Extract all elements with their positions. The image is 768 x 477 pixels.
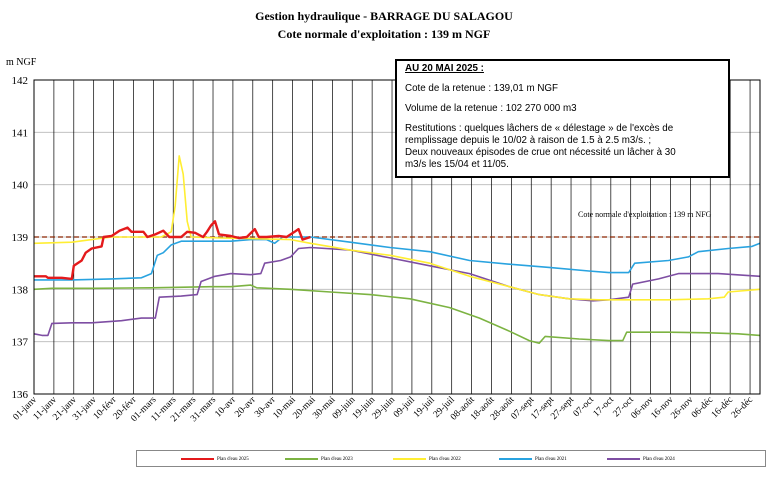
legend-swatch-2024 xyxy=(607,458,640,460)
legend-swatch-2022 xyxy=(393,458,426,460)
chart-subtitle: Cote normale d'exploitation : 139 m NGF xyxy=(277,27,491,41)
info-restitutions-4: m3/s les 15/04 et 11/05. xyxy=(405,159,509,170)
y-tick-label: 140 xyxy=(12,180,29,192)
x-tick-label: 06-déc xyxy=(690,395,715,420)
info-box: AU 20 MAI 2025 : Cote de la retenue : 13… xyxy=(395,59,730,178)
series-line-2022 xyxy=(33,155,761,301)
series-line-2025 xyxy=(34,220,311,281)
legend-swatch-2021 xyxy=(499,458,532,460)
info-cote: Cote de la retenue : 139,01 m NGF xyxy=(405,83,559,94)
x-axis-ticks: 01-janv11-janv21-janv31-janv10-févr20-fé… xyxy=(12,394,756,424)
x-tick-label: 16-déc xyxy=(710,395,735,420)
info-restitutions-3: Deux nouveaux épisodes de crue ont néces… xyxy=(405,147,676,158)
x-tick-label: 26-nov xyxy=(669,395,695,421)
legend-label-2024: Plan d'eau 2024 xyxy=(643,456,675,462)
legend-swatch-2025 xyxy=(181,458,214,460)
y-tick-label: 142 xyxy=(12,75,29,87)
legend-label-2023: Plan d'eau 2023 xyxy=(321,456,353,462)
series-line-2021 xyxy=(34,236,761,281)
y-axis-unit-label: m NGF xyxy=(6,57,37,68)
info-volume: Volume de la retenue : 102 270 000 m3 xyxy=(405,103,577,114)
x-tick-label: 09-juil xyxy=(392,395,417,420)
x-tick-label: 27-sept xyxy=(549,395,576,422)
normal-level-label: Cote normale d'exploitation : 139 m NFG xyxy=(578,210,712,219)
legend-swatch-2023 xyxy=(285,458,318,460)
series-group xyxy=(33,155,761,344)
x-tick-label: 19-juil xyxy=(412,395,437,420)
info-restitutions-1: Restitutions : quelques lâchers de « dél… xyxy=(405,123,674,134)
legend-item-2022: Plan d'eau 2022 xyxy=(393,456,461,462)
legend-label-2025: Plan d'eau 2025 xyxy=(217,456,249,462)
x-tick-label: 29-juin xyxy=(371,395,398,422)
y-tick-label: 138 xyxy=(12,284,29,296)
info-restitutions-2: remplissage depuis le 10/02 à raison de … xyxy=(405,135,652,146)
legend-item-2024: Plan d'eau 2024 xyxy=(607,456,675,462)
y-tick-label: 139 xyxy=(12,232,29,244)
x-tick-label: 20-avr xyxy=(233,394,258,419)
legend-item-2023: Plan d'eau 2023 xyxy=(285,456,353,462)
info-date: AU 20 MAI 2025 : xyxy=(405,63,484,74)
x-tick-label: 10-avr xyxy=(213,394,238,419)
legend-label-2022: Plan d'eau 2022 xyxy=(429,456,461,462)
series-line-2024 xyxy=(33,246,761,337)
legend-item-2021: Plan d'eau 2021 xyxy=(499,456,567,462)
y-tick-label: 137 xyxy=(12,337,29,349)
y-axis-ticks: 136 137 138 139 140 141 142 xyxy=(12,75,29,401)
x-tick-label: 17-oct xyxy=(592,395,616,419)
y-tick-label: 136 xyxy=(12,389,29,401)
x-tick-label: 26-déc xyxy=(730,395,755,420)
chart-title: Gestion hydraulique - BARRAGE DU SALAGOU xyxy=(255,9,513,23)
legend: Plan d'eau 2025 Plan d'eau 2023 Plan d'e… xyxy=(136,450,766,467)
legend-item-2025: Plan d'eau 2025 xyxy=(181,456,249,462)
series-line-2023 xyxy=(33,284,761,344)
legend-label-2021: Plan d'eau 2021 xyxy=(535,456,567,462)
x-tick-label: 07-oct xyxy=(572,395,596,419)
y-tick-label: 141 xyxy=(12,127,29,139)
